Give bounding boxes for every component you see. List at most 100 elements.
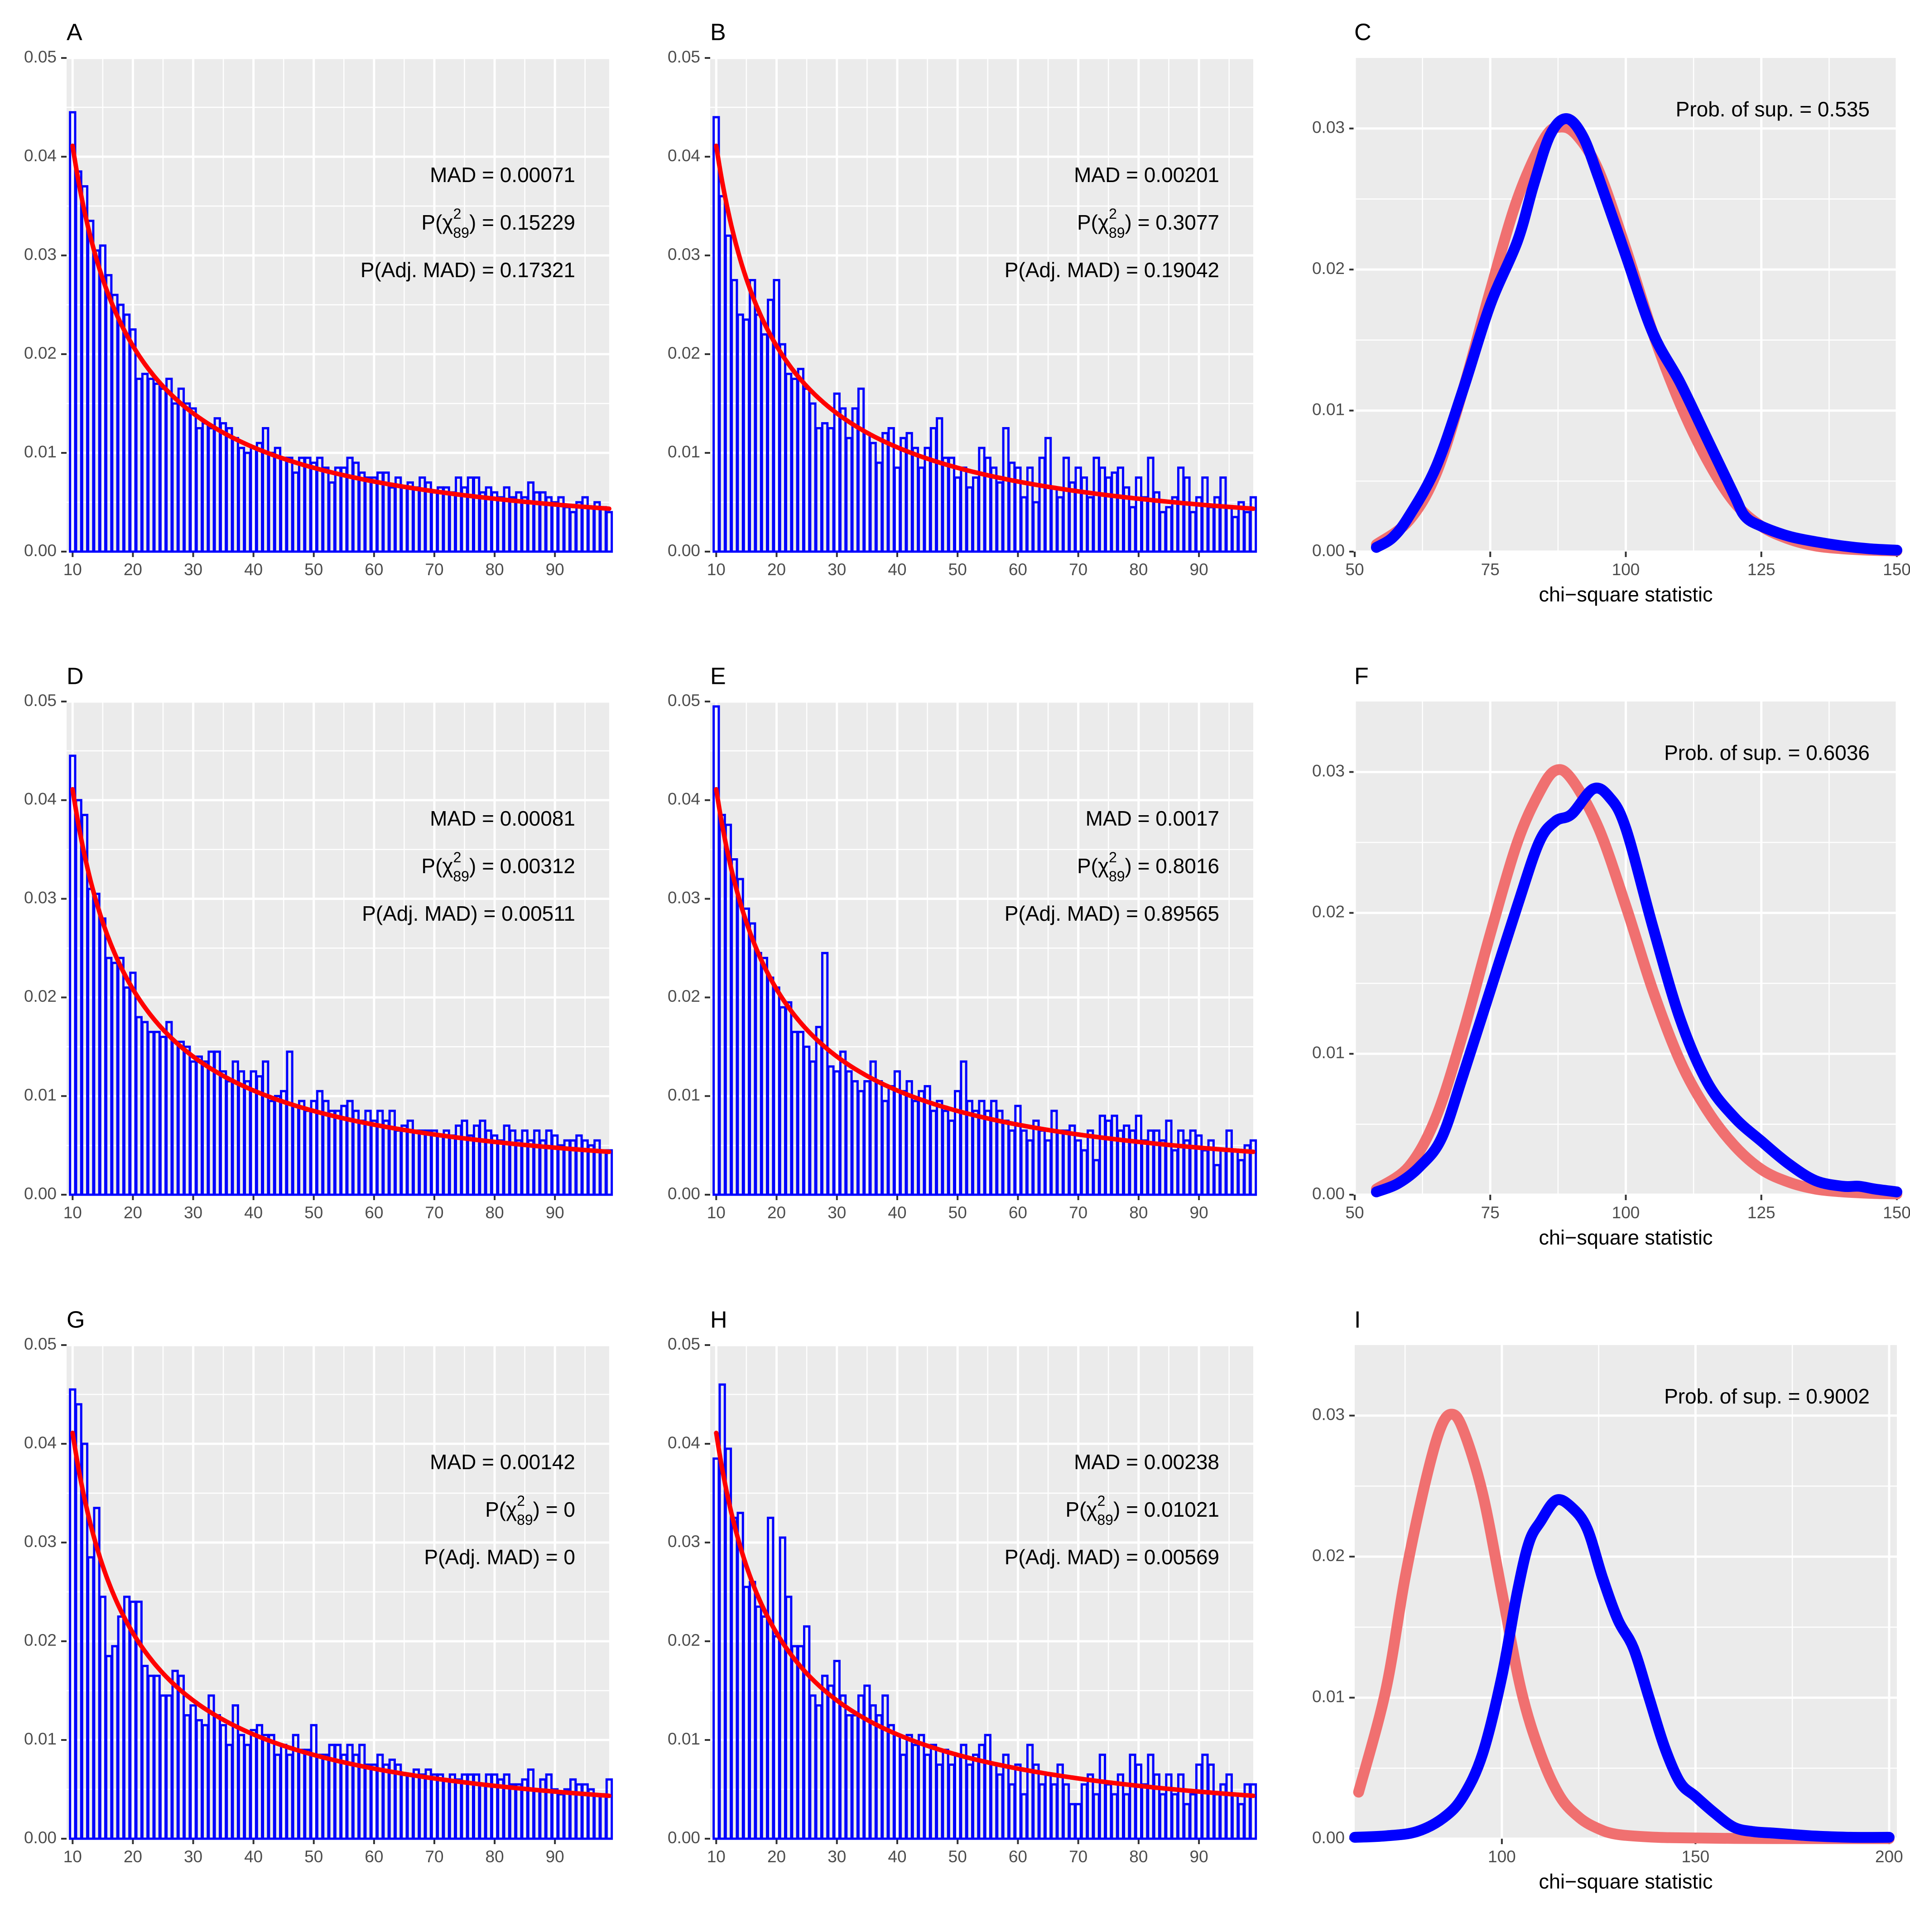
x-tick-label: 100: [1488, 1847, 1516, 1866]
chi-value: = 0.01021: [1120, 1498, 1219, 1521]
chi-post: ): [1113, 1498, 1120, 1521]
mad-annotation: MAD = 0.00238: [1074, 1450, 1219, 1474]
adj-mad-annotation: P(Adj. MAD) = 0.00569: [1005, 1545, 1219, 1569]
x-tick-label: 40: [888, 1203, 906, 1222]
x-tick-label: 60: [1009, 1203, 1027, 1222]
chi-value: = 0.00312: [476, 854, 575, 878]
x-tick-label: 70: [1069, 1847, 1087, 1866]
chi-symbol: χ: [506, 1498, 517, 1521]
x-tick-label: 20: [767, 1847, 786, 1866]
y-tick-label: 0.02: [1312, 259, 1345, 278]
x-tick-label: 60: [1009, 1847, 1027, 1866]
x-tick-label: 80: [486, 1847, 504, 1866]
panel-h: H 0.00 0.01 0.02 0.03 0.04 0.05 10 20 30 40 50 60 70 8…: [668, 1307, 1257, 1866]
y-tick-label: 0.01: [668, 1086, 700, 1104]
chi-symbol: χ: [1098, 211, 1109, 234]
y-tick-label: 0.00: [668, 1828, 700, 1847]
x-tick-label: 60: [365, 1847, 383, 1866]
y-tick-label: 0.03: [668, 245, 700, 264]
x-tick-label: 20: [767, 1203, 786, 1222]
bar: [1249, 496, 1257, 553]
x-tick-label: 70: [425, 560, 443, 579]
chi-subscript: 89: [453, 868, 469, 884]
panel-tag: A: [67, 19, 82, 46]
y-tick-label: 0.01: [1312, 1687, 1345, 1706]
y-tick-label: 0.00: [1312, 1828, 1345, 1847]
x-tick-label: 50: [1345, 1203, 1364, 1222]
chi-pre: P(: [485, 1498, 506, 1521]
chi-pre: P(: [1077, 211, 1098, 234]
x-tick-label: 60: [365, 1203, 383, 1222]
chi-symbol: χ: [442, 211, 453, 234]
x-tick-label: 40: [244, 1847, 263, 1866]
chi-square-annotation: P(χ2 89) = 0.3077: [1077, 206, 1219, 241]
x-tick-label: 10: [63, 560, 82, 579]
x-tick-label: 30: [184, 560, 202, 579]
x-tick-label: 70: [425, 1847, 443, 1866]
chi-superscript: 2: [453, 849, 462, 865]
x-tick-label: 40: [244, 1203, 263, 1222]
chi-square-annotation: P(χ2 89) = 0.8016: [1077, 849, 1219, 884]
x-tick-label: 40: [244, 560, 263, 579]
y-tick-label: 0.01: [24, 1086, 57, 1104]
chi-pre: P(: [1077, 854, 1098, 878]
chi-superscript: 2: [1109, 206, 1117, 222]
y-tick-label: 0.04: [24, 146, 57, 165]
bar: [1249, 1139, 1257, 1196]
y-tick-label: 0.02: [1312, 902, 1345, 921]
x-tick-label: 60: [365, 560, 383, 579]
chi-pre: P(: [421, 211, 443, 234]
adj-mad-annotation: P(Adj. MAD) = 0.00511: [362, 902, 575, 925]
x-tick-label: 150: [1682, 1847, 1710, 1866]
y-tick-label: 0.01: [1312, 1043, 1345, 1062]
chi-pre: P(: [1065, 1498, 1087, 1521]
observed-density-curve: [1371, 113, 1902, 556]
y-tick-label: 0.01: [668, 1730, 700, 1748]
x-tick-label: 125: [1747, 560, 1775, 579]
fitted-curve: [714, 144, 1256, 511]
y-tick-label: 0.00: [668, 541, 700, 560]
x-tick-label: 150: [1883, 1203, 1910, 1222]
bar: [1249, 1783, 1257, 1840]
panel-tag: C: [1354, 19, 1371, 46]
x-tick-label: 75: [1481, 1203, 1500, 1222]
chi-subscript: 89: [1109, 225, 1125, 241]
x-tick-label: 80: [1129, 1203, 1148, 1222]
x-tick-label: 50: [948, 1847, 967, 1866]
x-tick-label: 70: [1069, 1203, 1087, 1222]
x-tick-label: 30: [828, 1203, 846, 1222]
x-tick-label: 100: [1612, 1203, 1640, 1222]
y-tick-label: 0.03: [668, 1532, 700, 1551]
fitted-curve: [70, 1431, 611, 1798]
panel-tag: E: [710, 663, 726, 690]
chi-subscript: 89: [1109, 868, 1125, 884]
y-tick-label: 0.05: [668, 1335, 700, 1353]
x-tick-label: 70: [1069, 560, 1087, 579]
panel-tag: B: [710, 19, 726, 46]
mad-annotation: MAD = 0.00081: [430, 807, 575, 830]
chi-value: = 0.8016: [1132, 854, 1219, 878]
observed-density-curve: [1371, 783, 1902, 1197]
chi-square-annotation: P(χ2 89) = 0.15229: [421, 206, 575, 241]
x-tick-label: 90: [546, 1847, 564, 1866]
chi-subscript: 89: [517, 1512, 533, 1528]
bar: [605, 1778, 613, 1840]
panel-d: D 0.00 0.01 0.02 0.03 0.04 0.05 10 20 30 40 50 60 70 8…: [24, 663, 613, 1222]
x-tick-label: 60: [1009, 560, 1027, 579]
chi-subscript: 89: [1097, 1512, 1113, 1528]
fitted-curve: [714, 1431, 1256, 1798]
y-tick-label: 0.05: [24, 1335, 57, 1353]
panel-tag: H: [710, 1307, 727, 1333]
y-tick-label: 0.02: [24, 1631, 57, 1649]
x-tick-label: 10: [707, 560, 726, 579]
mad-annotation: MAD = 0.00201: [1074, 163, 1219, 187]
panel-b: B 0.00 0.01 0.02 0.03 0.04 0.05 10 20 30 40 50 60 70 8…: [668, 19, 1257, 579]
x-tick-label: 10: [707, 1847, 726, 1866]
x-tick-label: 90: [1190, 560, 1208, 579]
y-tick-label: 0.02: [24, 987, 57, 1005]
y-tick-label: 0.00: [24, 1184, 57, 1203]
y-tick-label: 0.00: [1312, 541, 1345, 560]
chi-post: ): [469, 211, 476, 234]
x-axis-label: chi−square statistic: [1539, 1870, 1713, 1893]
